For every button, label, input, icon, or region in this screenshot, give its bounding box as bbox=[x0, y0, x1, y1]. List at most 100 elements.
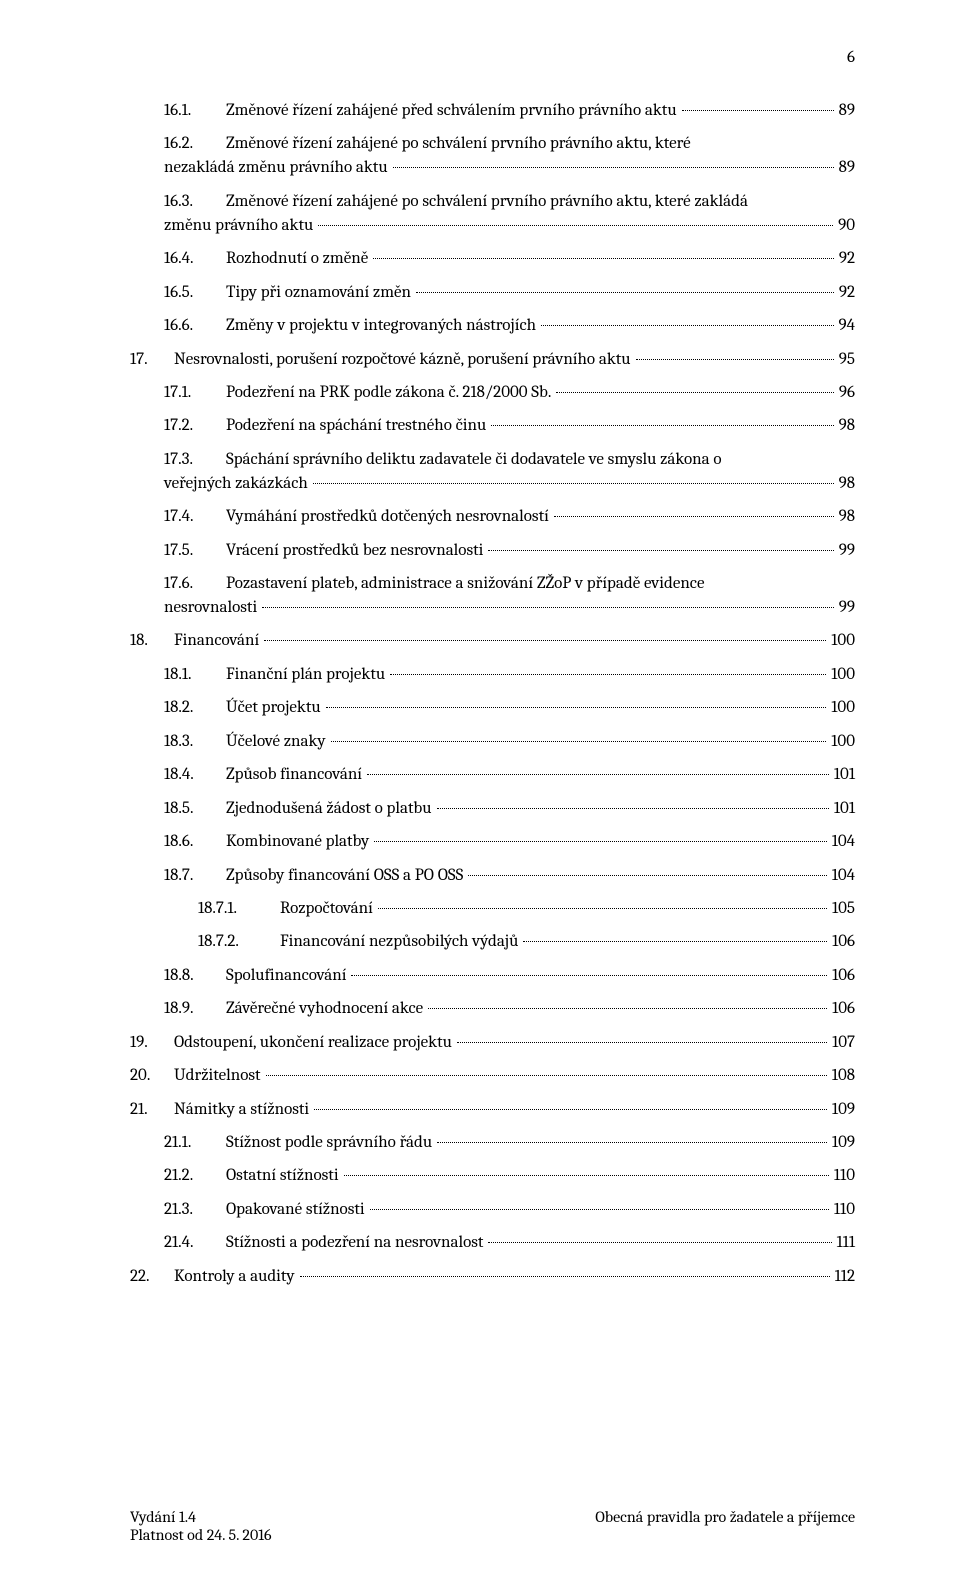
toc-entry[interactable]: 17.4.Vymáhání prostředků dotčených nesro… bbox=[130, 506, 855, 529]
toc-leader bbox=[428, 1008, 827, 1009]
toc-entry[interactable]: 18.6.Kombinované platby104 bbox=[130, 831, 855, 854]
page-footer: Vydání 1.4 Platnost od 24. 5. 2016 Obecn… bbox=[130, 1508, 855, 1544]
toc-entry[interactable]: 16.4.Rozhodnutí o změně92 bbox=[130, 248, 855, 271]
toc-leader bbox=[351, 975, 827, 976]
footer-left: Vydání 1.4 Platnost od 24. 5. 2016 bbox=[130, 1508, 272, 1544]
toc-leader bbox=[331, 741, 827, 742]
toc-number: 21.1. bbox=[164, 1132, 226, 1155]
toc-entry[interactable]: 21.2.Ostatní stížnosti110 bbox=[130, 1165, 855, 1188]
toc-page: 106 bbox=[832, 931, 855, 954]
toc-leader bbox=[370, 1209, 829, 1210]
toc-number: 21.2. bbox=[164, 1165, 226, 1188]
toc-number: 22. bbox=[130, 1266, 174, 1289]
toc-title: Změny v projektu v integrovaných nástroj… bbox=[226, 315, 536, 338]
toc-entry[interactable]: 16.3.Změnové řízení zahájené po schválen… bbox=[130, 191, 855, 238]
toc-title: Změnové řízení zahájené před schválením … bbox=[226, 100, 677, 123]
toc-leader bbox=[416, 292, 834, 293]
toc-entry[interactable]: 16.2.Změnové řízení zahájené po schválen… bbox=[130, 133, 855, 180]
toc-entry[interactable]: 17.5.Vrácení prostředků bez nesrovnalost… bbox=[130, 540, 855, 563]
toc-entry[interactable]: 18.Financování100 bbox=[130, 630, 855, 653]
toc-entry[interactable]: 18.4.Způsob financování101 bbox=[130, 764, 855, 787]
toc-page: 98 bbox=[839, 415, 855, 438]
toc-title: Udržitelnost bbox=[174, 1065, 261, 1088]
toc-leader bbox=[393, 167, 834, 168]
toc-entry[interactable]: 18.8.Spolufinancování106 bbox=[130, 965, 855, 988]
toc-number: 18.4. bbox=[164, 764, 226, 787]
toc-title: Účelové znaky bbox=[226, 731, 326, 754]
toc-entry[interactable]: 18.3.Účelové znaky100 bbox=[130, 731, 855, 754]
toc-entry[interactable]: 18.7.Způsoby financování OSS a PO OSS104 bbox=[130, 865, 855, 888]
toc-title: Podezření na spáchání trestného činu bbox=[226, 415, 486, 438]
toc-entry-row2: veřejných zakázkách98 bbox=[164, 473, 855, 496]
toc-entry-row1: 17.3.Spáchání správního deliktu zadavate… bbox=[164, 449, 855, 472]
toc-title: Změnové řízení zahájené po schválení prv… bbox=[226, 192, 748, 211]
toc-leader bbox=[437, 808, 829, 809]
toc-entry[interactable]: 19.Odstoupení, ukončení realizace projek… bbox=[130, 1032, 855, 1055]
toc-entry[interactable]: 17.2.Podezření na spáchání trestného čin… bbox=[130, 415, 855, 438]
toc-page: 100 bbox=[831, 664, 855, 687]
toc-number: 17.3. bbox=[164, 449, 226, 472]
toc-page: 100 bbox=[831, 630, 855, 653]
toc-entry[interactable]: 18.7.2.Financování nezpůsobilých výdajů1… bbox=[130, 931, 855, 954]
toc-leader bbox=[468, 875, 826, 876]
toc-number: 18.7.2. bbox=[198, 931, 280, 954]
toc-title: Nesrovnalosti, porušení rozpočtové kázně… bbox=[174, 349, 631, 372]
toc-leader bbox=[266, 1075, 827, 1076]
toc-title: Stížnosti a podezření na nesrovnalost bbox=[226, 1232, 483, 1255]
toc-entry[interactable]: 18.7.1.Rozpočtování105 bbox=[130, 898, 855, 921]
toc-entry[interactable]: 17.1.Podezření na PRK podle zákona č. 21… bbox=[130, 382, 855, 405]
toc-entry[interactable]: 17.3.Spáchání správního deliktu zadavate… bbox=[130, 449, 855, 496]
table-of-contents: 16.1.Změnové řízení zahájené před schvál… bbox=[130, 100, 855, 1289]
toc-entry[interactable]: 18.9.Závěrečné vyhodnocení akce106 bbox=[130, 998, 855, 1021]
toc-entry[interactable]: 21.Námitky a stížnosti109 bbox=[130, 1099, 855, 1122]
toc-title: Závěrečné vyhodnocení akce bbox=[226, 998, 423, 1021]
toc-entry[interactable]: 21.1.Stížnost podle správního řádu109 bbox=[130, 1132, 855, 1155]
toc-page: 100 bbox=[831, 697, 855, 720]
page-number: 6 bbox=[847, 48, 855, 67]
toc-number: 21.4. bbox=[164, 1232, 226, 1255]
toc-title: Spolufinancování bbox=[226, 965, 346, 988]
toc-number: 18.2. bbox=[164, 697, 226, 720]
toc-entry-row1: 17.6.Pozastavení plateb, administrace a … bbox=[164, 573, 855, 596]
toc-page: 110 bbox=[834, 1165, 855, 1188]
toc-page: 112 bbox=[835, 1266, 855, 1289]
toc-entry[interactable]: 16.1.Změnové řízení zahájené před schvál… bbox=[130, 100, 855, 123]
toc-leader bbox=[682, 110, 834, 111]
toc-page: 104 bbox=[832, 865, 855, 888]
toc-page: 94 bbox=[839, 315, 856, 338]
toc-entry[interactable]: 20.Udržitelnost108 bbox=[130, 1065, 855, 1088]
toc-title: Změnové řízení zahájené po schválení prv… bbox=[226, 134, 691, 153]
toc-entry-row2: nezakládá změnu právního aktu 89 bbox=[164, 157, 855, 180]
toc-leader bbox=[457, 1042, 827, 1043]
toc-page: 107 bbox=[832, 1032, 855, 1055]
toc-leader bbox=[488, 550, 833, 551]
toc-number: 18.9. bbox=[164, 998, 226, 1021]
toc-entry[interactable]: 21.3.Opakované stížnosti110 bbox=[130, 1199, 855, 1222]
toc-entry[interactable]: 18.2.Účet projektu100 bbox=[130, 697, 855, 720]
toc-number: 16.5. bbox=[164, 282, 226, 305]
toc-number: 18.8. bbox=[164, 965, 226, 988]
toc-entry[interactable]: 21.4.Stížnosti a podezření na nesrovnalo… bbox=[130, 1232, 855, 1255]
toc-title: Tipy při oznamování změn bbox=[226, 282, 411, 305]
toc-page: 95 bbox=[839, 349, 855, 372]
toc-entry[interactable]: 16.6.Změny v projektu v integrovaných ná… bbox=[130, 315, 855, 338]
toc-entry[interactable]: 22.Kontroly a audity 112 bbox=[130, 1266, 855, 1289]
toc-entry-row2: nesrovnalosti99 bbox=[164, 597, 855, 620]
toc-entry[interactable]: 18.1.Finanční plán projektu100 bbox=[130, 664, 855, 687]
toc-entry-row1: 16.2.Změnové řízení zahájené po schválen… bbox=[164, 133, 855, 156]
toc-title-cont: nezakládá změnu právního aktu bbox=[164, 157, 388, 180]
toc-number: 18.1. bbox=[164, 664, 226, 687]
toc-number: 19. bbox=[130, 1032, 174, 1055]
toc-leader bbox=[300, 1276, 830, 1277]
toc-number: 18. bbox=[130, 630, 174, 653]
toc-entry[interactable]: 17.6.Pozastavení plateb, administrace a … bbox=[130, 573, 855, 620]
toc-leader bbox=[488, 1242, 831, 1243]
toc-page: 89 bbox=[839, 157, 855, 180]
toc-title-cont: nesrovnalosti bbox=[164, 597, 257, 620]
toc-entry[interactable]: 18.5.Zjednodušená žádost o platbu101 bbox=[130, 798, 855, 821]
toc-title-cont: veřejných zakázkách bbox=[164, 473, 308, 496]
toc-title: Kontroly a audity bbox=[174, 1266, 295, 1289]
toc-entry[interactable]: 17.Nesrovnalosti, porušení rozpočtové ká… bbox=[130, 349, 855, 372]
toc-entry[interactable]: 16.5.Tipy při oznamování změn92 bbox=[130, 282, 855, 305]
toc-leader bbox=[262, 607, 834, 608]
